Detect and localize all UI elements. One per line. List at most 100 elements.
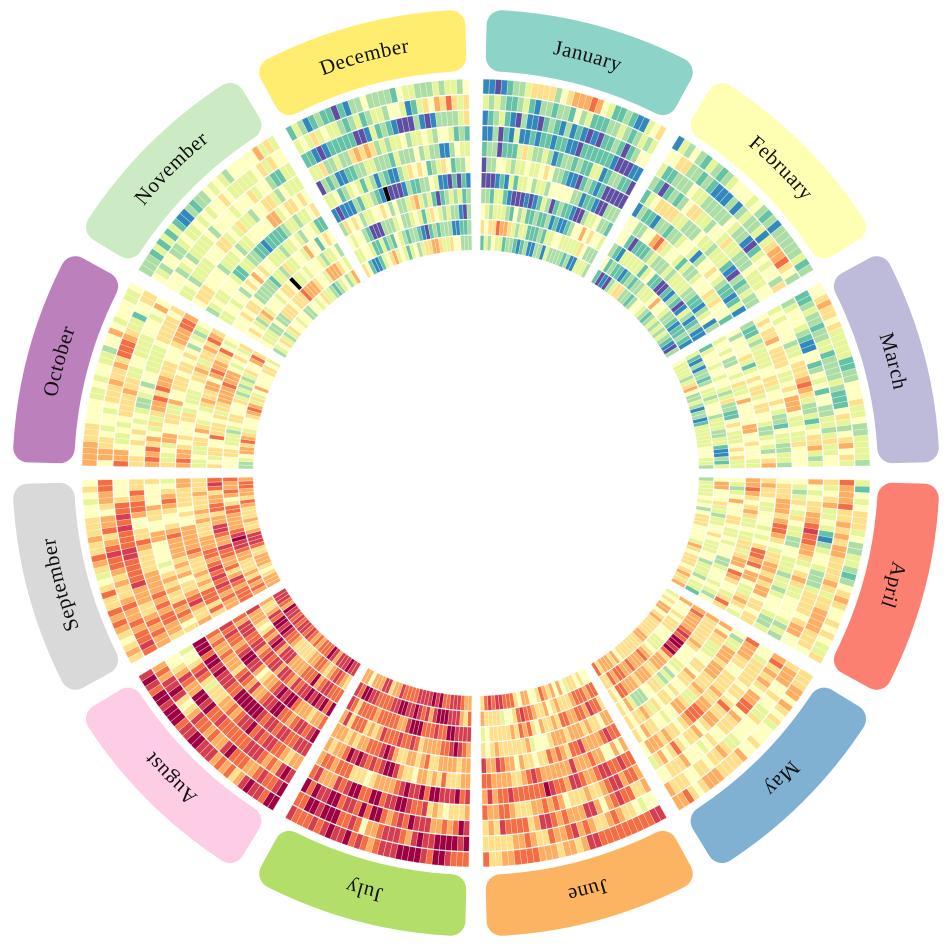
heatmap-cell (807, 450, 823, 457)
heatmap-cell (807, 460, 824, 468)
month-band-january (485, 10, 693, 116)
month-band-april (833, 482, 939, 690)
heatmap-cell (141, 289, 159, 303)
heatmap-cell (487, 820, 495, 836)
heatmap-cell (457, 110, 465, 126)
heatmap-cell (291, 175, 305, 192)
heatmap-cell (602, 221, 615, 238)
heatmap-cell (487, 804, 494, 821)
heatmap-cell (333, 242, 346, 258)
heatmap-cell (792, 478, 808, 485)
month-band-july (259, 830, 467, 936)
heatmap-cell (97, 453, 114, 461)
heatmap-cell (265, 357, 282, 369)
heatmap-cell (807, 455, 824, 462)
month-band-december (259, 10, 467, 116)
heatmap-cell (488, 94, 496, 111)
heatmap-cell (113, 484, 129, 492)
heatmap-cell (783, 271, 801, 286)
heatmap-cell (631, 166, 645, 183)
heatmap-cell (451, 110, 459, 127)
heatmap-cell (183, 312, 200, 325)
heatmap-cell (729, 459, 746, 465)
heatmap-cell (129, 489, 145, 497)
heatmap-cell (82, 491, 98, 500)
heatmap-cell (330, 722, 343, 739)
heatmap-cell (491, 788, 499, 805)
heatmap-cell (854, 485, 871, 494)
heatmap-cell (456, 94, 464, 111)
heatmap-cell (284, 804, 299, 822)
heatmap-cell (670, 577, 687, 589)
heatmap-cell (494, 835, 502, 852)
heatmap-cell (97, 485, 114, 493)
heatmap-cell (465, 172, 472, 189)
heatmap-cell (462, 94, 470, 110)
heatmap-cell (191, 477, 207, 484)
heatmap-cell (467, 219, 472, 235)
heatmap-cell (128, 478, 145, 486)
heatmap-cell (113, 460, 129, 467)
heatmap-cell (482, 110, 489, 126)
heatmap-cell (792, 461, 808, 468)
heatmap-cell (770, 280, 788, 294)
heatmap-cell (81, 453, 98, 461)
heatmap-cell (191, 482, 207, 488)
heatmap-cell (81, 485, 98, 494)
heatmap-cell (300, 777, 313, 794)
heatmap-cell (739, 614, 756, 627)
heatmap-cell (622, 714, 636, 731)
heatmap-cell (493, 819, 501, 836)
heatmap-cell (704, 321, 721, 335)
heatmap-cell (609, 207, 622, 224)
heatmap-cell (138, 668, 155, 682)
heatmap-cell (624, 180, 637, 197)
heatmap-cell (169, 304, 186, 318)
heatmap-cell (316, 215, 330, 232)
heatmap-cell (839, 459, 855, 467)
heatmap-cell (776, 461, 793, 468)
heatmap-cell (453, 126, 460, 142)
heatmap-cell (776, 457, 792, 464)
heatmap-cell (272, 587, 288, 600)
heatmap-cell (480, 172, 487, 189)
heatmap-cell (465, 757, 472, 774)
heatmap-cell (266, 135, 281, 152)
heatmap-cell (745, 463, 761, 469)
heatmap-cell (258, 595, 274, 608)
heatmap-cell (160, 483, 176, 490)
heatmap-cell (482, 94, 490, 110)
heatmap-cell (760, 457, 777, 464)
heatmap-cell (191, 635, 208, 649)
heatmap-cell (456, 835, 464, 852)
heatmap-cell (481, 141, 488, 157)
heatmap-cell (164, 652, 182, 666)
heatmap-cell (464, 156, 471, 173)
heatmap-cell (481, 125, 489, 142)
heatmap-cell (752, 621, 769, 634)
heatmap-cell (480, 726, 486, 743)
heatmap-cell (353, 681, 365, 697)
heatmap-cell (776, 478, 793, 485)
heatmap-cell (205, 627, 221, 641)
heatmap-cell (175, 482, 192, 489)
month-band-march (833, 256, 939, 464)
heatmap-cell (590, 661, 603, 677)
heatmap-cell (337, 708, 350, 725)
heatmap-cell (838, 453, 855, 461)
heatmap-cell (823, 454, 839, 462)
heatmap-cell (492, 804, 500, 820)
heatmap-cell (792, 456, 808, 463)
heatmap-cell (664, 346, 680, 359)
heatmap-cell (484, 726, 490, 743)
heatmap-cell (480, 757, 487, 774)
heatmap-cell (838, 485, 855, 493)
heatmap-cell (580, 262, 592, 279)
heatmap-cell (822, 448, 839, 456)
heatmap-cell (97, 479, 113, 487)
heatmap-cell (479, 695, 485, 711)
heatmap-cell (463, 125, 471, 142)
month-band-november (85, 82, 262, 259)
